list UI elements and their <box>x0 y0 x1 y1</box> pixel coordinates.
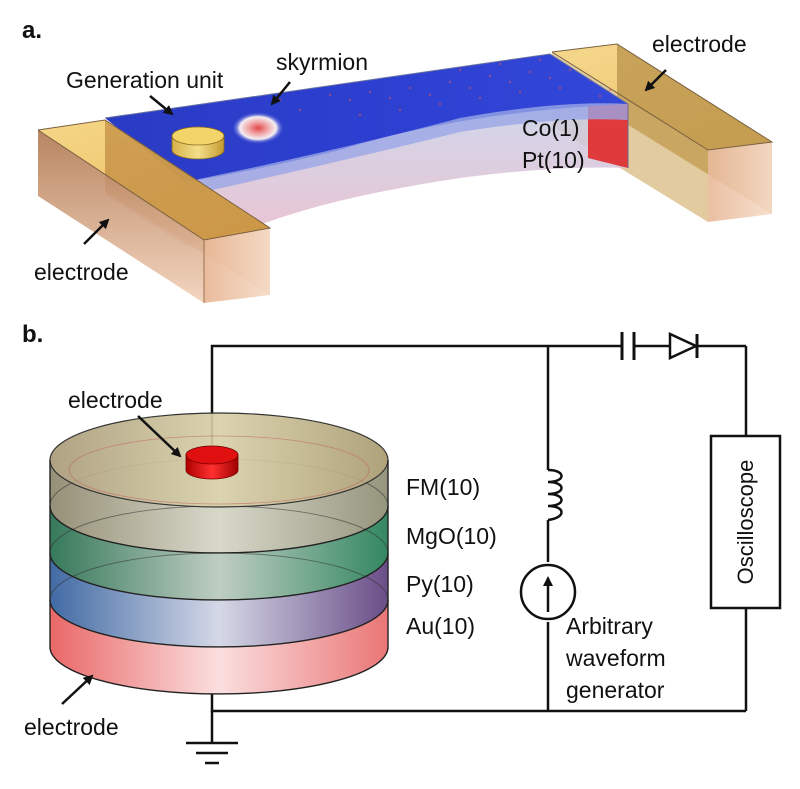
mgo-layer-label: MgO(10) <box>406 523 497 549</box>
oscilloscope-label: Oscilloscope <box>733 460 758 585</box>
pt-layer-label: Pt(10) <box>522 147 585 173</box>
current-source-symbol <box>519 563 577 621</box>
generator-label-line1: Arbitrary <box>566 613 653 639</box>
panel-b-label: b. <box>22 321 43 348</box>
panel-a-label: a. <box>22 17 42 44</box>
generator-label-line2: waveform <box>565 645 666 671</box>
skyrmion-arrow <box>270 81 291 106</box>
co-layer-label: Co(1) <box>522 115 580 141</box>
skyrmion-label: skyrmion <box>276 49 368 75</box>
top-electrode-disk <box>185 445 239 480</box>
py-layer-label: Py(10) <box>406 571 474 597</box>
capacitor-symbol <box>620 332 636 360</box>
ground-symbol <box>186 741 238 765</box>
top-electrode-arrow <box>137 415 182 458</box>
fm-layer-side <box>50 460 388 553</box>
panel-b: b. <box>22 321 782 765</box>
left-electrode <box>37 119 272 303</box>
layered-cylinder <box>49 412 389 695</box>
electrode-right-arrow <box>644 69 667 92</box>
generation-unit-arrow <box>149 95 174 116</box>
diode-symbol <box>668 332 699 360</box>
fm-layer-label: FM(10) <box>406 474 480 500</box>
spin-texture <box>278 58 612 117</box>
panel-a: a. <box>22 17 774 303</box>
co-layer <box>104 53 629 196</box>
generator-label-line3: generator <box>566 677 665 703</box>
inductor-symbol <box>547 468 563 522</box>
bottom-electrode-arrow <box>61 674 94 705</box>
bottom-electrode-label: electrode <box>24 714 119 740</box>
electrode-left-label: electrode <box>34 259 129 285</box>
au-layer-label: Au(10) <box>406 613 475 639</box>
skyrmion-spot <box>232 112 284 144</box>
generation-unit-disk <box>171 126 225 160</box>
oscilloscope-box: Oscilloscope <box>709 434 782 610</box>
electrode-right-label: electrode <box>652 31 747 57</box>
generation-unit-label: Generation unit <box>66 67 224 93</box>
electrode-left-arrow <box>83 218 110 245</box>
top-electrode-label: electrode <box>68 387 163 413</box>
